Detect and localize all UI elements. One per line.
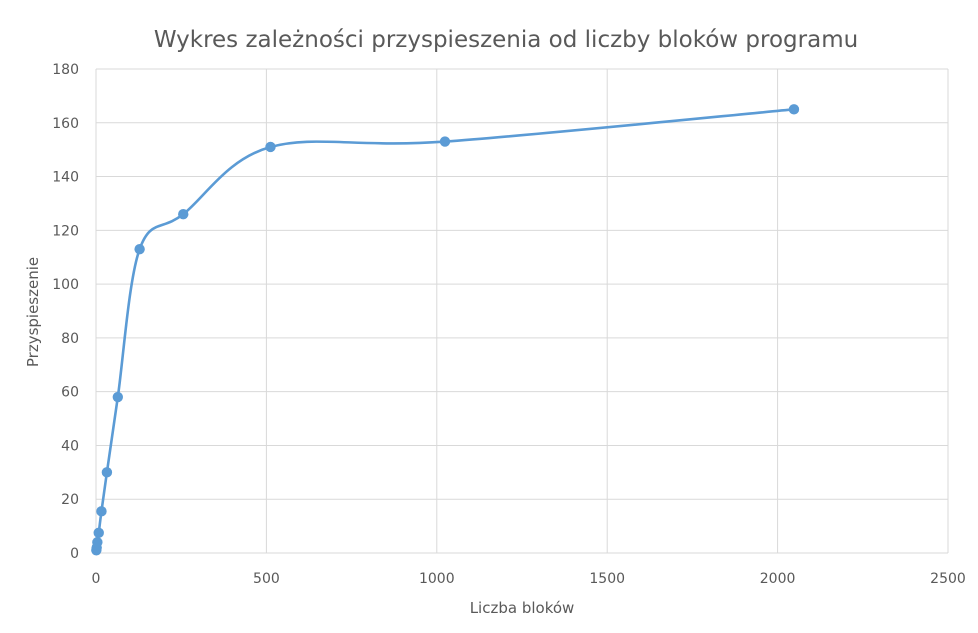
- chart-title: Wykres zależności przyspieszenia od licz…: [154, 27, 858, 53]
- x-tick-label: 0: [92, 571, 101, 587]
- data-point: [439, 136, 451, 147]
- data-point: [788, 104, 800, 115]
- y-tick-label: 80: [61, 331, 79, 347]
- y-tick-label: 140: [52, 170, 79, 186]
- x-tick-label: 2000: [760, 571, 796, 587]
- data-point: [112, 391, 124, 403]
- series-line: [95, 108, 796, 552]
- data-point: [134, 243, 145, 255]
- data-point: [178, 209, 189, 220]
- gridlines: [95, 68, 949, 554]
- data-point: [101, 467, 113, 478]
- data-point: [92, 537, 103, 548]
- tick-labels: 0 20 40 60 80 100 120 140 160 180 0 500 1000 1500 2000…: [52, 62, 966, 587]
- y-tick-label: 120: [52, 223, 79, 239]
- data-point: [265, 141, 276, 153]
- data-point: [96, 506, 107, 517]
- y-tick-label: 180: [52, 62, 79, 78]
- y-axis-label: Przyspieszenie: [24, 257, 42, 367]
- y-tick-label: 160: [52, 116, 79, 132]
- x-tick-label: 500: [253, 571, 280, 587]
- series: [91, 104, 800, 556]
- y-tick-label: 60: [61, 385, 79, 401]
- y-tick-label: 20: [61, 492, 79, 508]
- x-tick-label: 1500: [589, 571, 625, 587]
- y-tick-label: 100: [52, 277, 79, 293]
- y-tick-label: 40: [61, 438, 79, 454]
- data-point: [93, 527, 104, 539]
- x-tick-label: 1000: [419, 571, 455, 587]
- x-axis-label: Liczba bloków: [470, 599, 575, 617]
- y-tick-label: 0: [70, 546, 79, 562]
- x-tick-label: 2500: [930, 571, 966, 587]
